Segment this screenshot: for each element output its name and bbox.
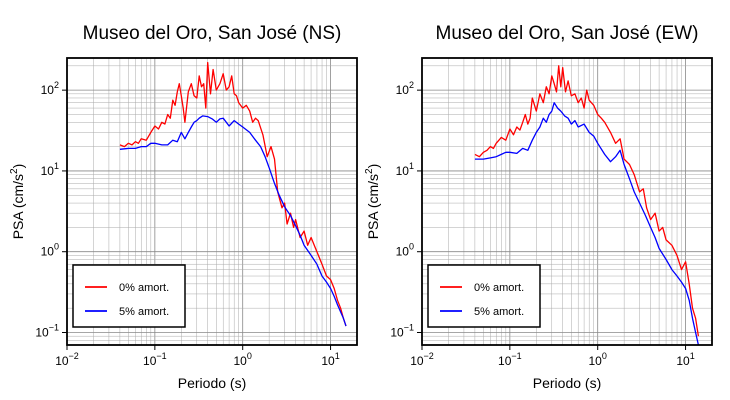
x-tick-base: 10 <box>589 354 603 368</box>
x-tick-label: 10−2 <box>55 351 79 368</box>
x-tick-label: 101 <box>676 351 694 368</box>
plot-frame <box>66 57 358 346</box>
y-tick-label: 102 <box>41 80 59 97</box>
y-tick-base: 10 <box>396 164 410 178</box>
y-tick-exp: 2 <box>409 80 414 90</box>
legend: 0% amort. 5% amort. <box>427 264 541 328</box>
x-tick-label: 10−1 <box>143 351 167 368</box>
x-tick-exp: 0 <box>602 351 607 361</box>
y-tick-label: 100 <box>41 242 59 259</box>
y-axis-label-sup: 2 <box>364 168 375 174</box>
y-tick-base: 10 <box>41 83 55 97</box>
y-tick-label: 101 <box>41 161 59 178</box>
legend: 0% amort. 5% amort. <box>72 264 186 328</box>
x-tick-base: 10 <box>676 354 690 368</box>
legend-label-5pct: 5% amort. <box>119 306 169 318</box>
y-tick-exp: 2 <box>54 80 59 90</box>
legend-label-5pct: 5% amort. <box>474 306 524 318</box>
y-tick-exp: 0 <box>54 242 59 252</box>
x-tick-exp: 0 <box>247 351 252 361</box>
x-tick-label: 100 <box>589 351 607 368</box>
x-tick-exp: −2 <box>424 351 434 361</box>
x-tick-base: 10 <box>143 354 157 368</box>
y-tick-label: 102 <box>396 80 414 97</box>
x-tick-exp: −2 <box>69 351 79 361</box>
chart-title: Museo del Oro, San José (NS) <box>83 23 342 44</box>
x-tick-label: 10−2 <box>410 351 434 368</box>
series-line-0pct <box>474 65 700 337</box>
x-tick-exp: 1 <box>690 351 695 361</box>
y-tick-base: 10 <box>396 245 410 259</box>
x-tick-base: 10 <box>498 354 512 368</box>
x-tick-base: 10 <box>234 354 248 368</box>
y-tick-label: 10−1 <box>35 322 59 339</box>
y-axis-label-main: PSA (cm/s <box>10 174 26 239</box>
grid <box>66 58 358 346</box>
y-tick-base: 10 <box>41 245 55 259</box>
plot-frame <box>421 57 713 346</box>
x-tick-label: 10−1 <box>498 351 522 368</box>
series-line-5pct <box>474 102 700 346</box>
x-axis-label: Periodo (s) <box>178 375 246 391</box>
y-tick-label: 100 <box>396 242 414 259</box>
x-tick-label: 101 <box>321 351 339 368</box>
legend-box <box>427 264 541 328</box>
y-tick-exp: 0 <box>409 242 414 252</box>
series-line-5pct <box>119 115 347 327</box>
y-tick-base: 10 <box>390 325 404 339</box>
y-tick-base: 10 <box>35 325 49 339</box>
y-axis-label-close: ) <box>365 164 381 169</box>
chart-title: Museo del Oro, San José (EW) <box>436 23 699 44</box>
y-axis-label-sup: 2 <box>9 168 20 174</box>
x-tick-label: 100 <box>234 351 252 368</box>
y-tick-exp: −1 <box>404 322 414 332</box>
y-tick-exp: 1 <box>409 161 414 171</box>
x-tick-base: 10 <box>410 354 424 368</box>
grid <box>421 58 713 346</box>
x-tick-exp: 1 <box>335 351 340 361</box>
y-tick-base: 10 <box>41 164 55 178</box>
legend-box <box>72 264 186 328</box>
y-axis-label-close: ) <box>10 164 26 169</box>
x-axis-label: Periodo (s) <box>533 375 601 391</box>
y-axis-label: PSA (cm/s2) <box>9 164 26 240</box>
legend-label-0pct: 0% amort. <box>474 282 524 294</box>
y-tick-exp: −1 <box>49 322 59 332</box>
y-tick-label: 101 <box>396 161 414 178</box>
legend-label-0pct: 0% amort. <box>119 282 169 294</box>
x-tick-exp: −1 <box>156 351 166 361</box>
y-axis-label-main: PSA (cm/s <box>365 174 381 239</box>
y-axis-label: PSA (cm/s2) <box>364 164 381 240</box>
x-tick-base: 10 <box>321 354 335 368</box>
y-tick-exp: 1 <box>54 161 59 171</box>
x-tick-exp: −1 <box>511 351 521 361</box>
y-tick-label: 10−1 <box>390 322 414 339</box>
x-tick-base: 10 <box>55 354 69 368</box>
y-tick-base: 10 <box>396 83 410 97</box>
